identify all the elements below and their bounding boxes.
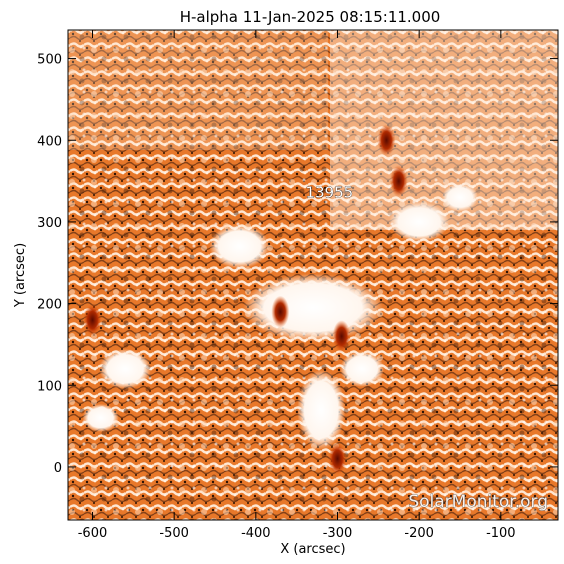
y-tick-label: 400 xyxy=(37,134,62,149)
y-tick-label: 0 xyxy=(54,461,62,476)
y-tick-label: 300 xyxy=(37,216,62,231)
x-tick-label: -600 xyxy=(78,526,108,541)
plage-region xyxy=(99,348,152,389)
bright-feature xyxy=(328,442,347,475)
watermark: SolarMonitor.org xyxy=(408,492,548,512)
bright-feature xyxy=(332,320,351,353)
bright-feature xyxy=(271,295,290,328)
plage-region xyxy=(209,224,270,269)
plage-region xyxy=(340,350,384,387)
x-tick-label: -200 xyxy=(404,526,434,541)
x-axis: -600 -500 -400 -300 -200 -100 xyxy=(78,30,516,541)
bright-feature xyxy=(83,303,102,336)
x-axis-title: X (arcsec) xyxy=(280,542,345,557)
y-tick-label: 200 xyxy=(37,298,62,313)
y-axis-title: Y (arcsec) xyxy=(13,243,28,308)
y-tick-label: 500 xyxy=(37,53,62,68)
plage-region xyxy=(389,201,450,242)
chart-title: H-alpha 11-Jan-2025 08:15:11.000 xyxy=(180,8,441,26)
image-area xyxy=(68,30,558,520)
active-region-label: 13955 xyxy=(305,183,353,201)
y-axis: 0 100 200 300 400 500 xyxy=(37,53,558,476)
plot-frame xyxy=(67,29,559,521)
bright-feature xyxy=(377,124,396,157)
bright-region xyxy=(68,30,328,150)
plage-region xyxy=(82,403,119,432)
plage-region xyxy=(243,273,383,342)
bright-feature xyxy=(389,165,408,198)
y-tick-label: 100 xyxy=(37,379,62,394)
x-tick-label: -100 xyxy=(486,526,516,541)
x-tick-label: -400 xyxy=(241,526,271,541)
plage-region xyxy=(297,369,346,450)
plage-region xyxy=(442,183,478,212)
x-tick-label: -300 xyxy=(323,526,353,541)
x-tick-label: -500 xyxy=(159,526,189,541)
